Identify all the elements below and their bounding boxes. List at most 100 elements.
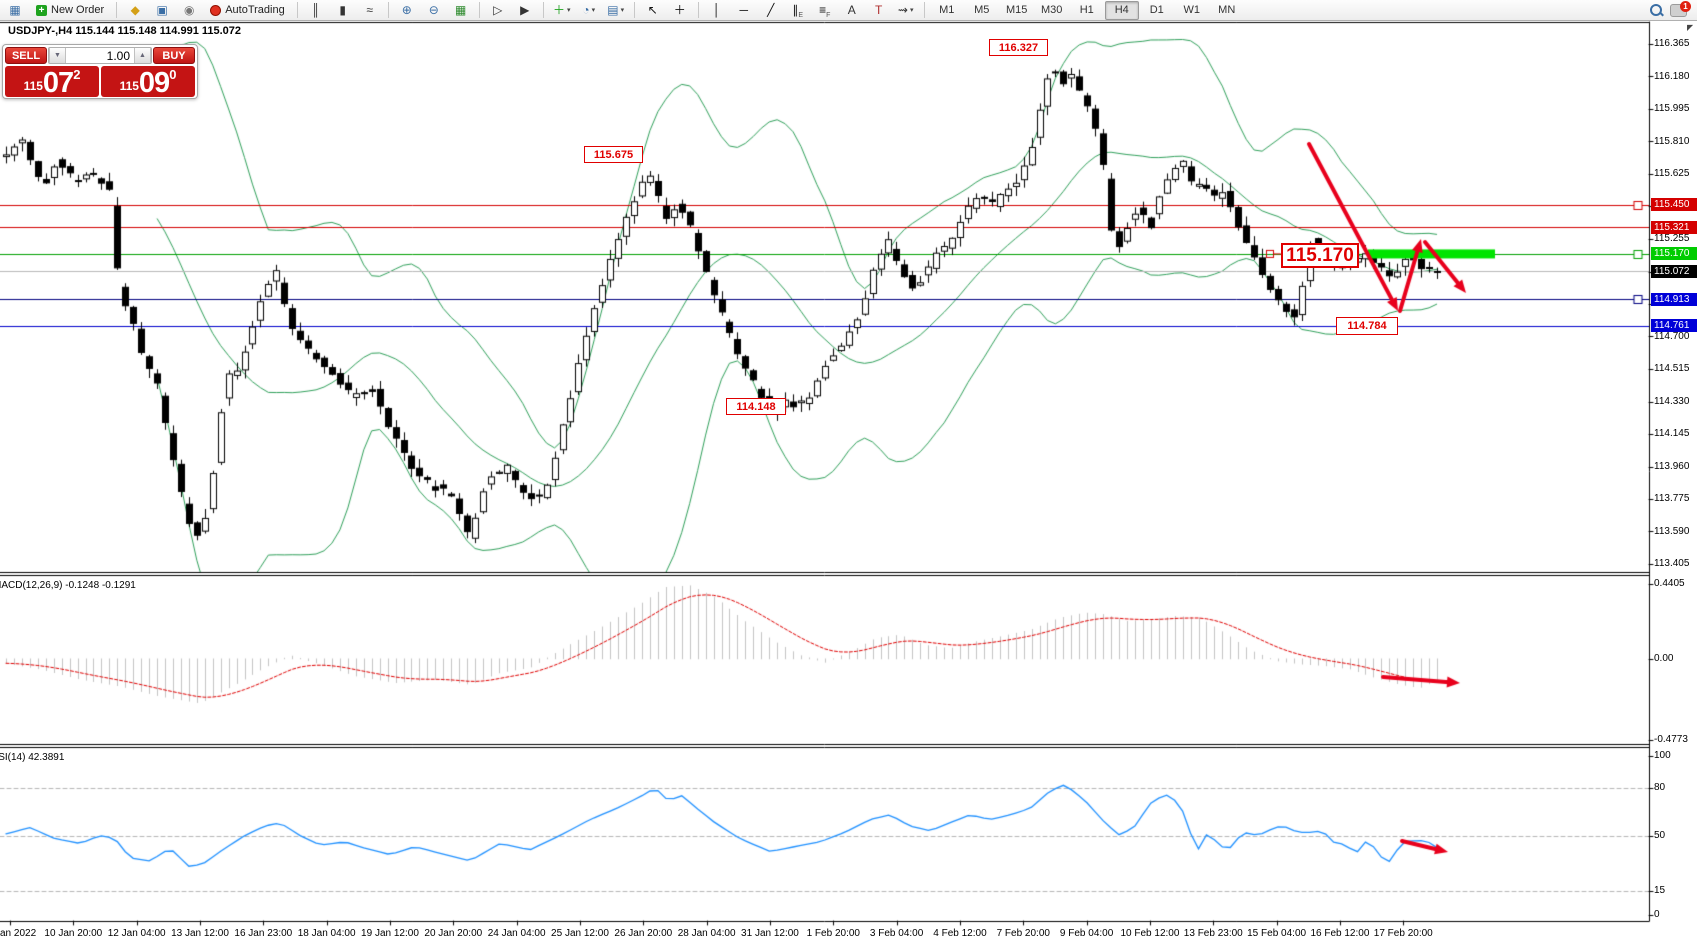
terminal-icon[interactable]: ▣ <box>149 0 175 20</box>
zoom-in-icon: ⊕ <box>401 3 412 17</box>
templates-icon-dropdown[interactable]: ▾ <box>620 7 625 14</box>
indicators-icon[interactable]: ＋ ▾ <box>549 0 575 20</box>
timeframe-h4-button[interactable]: H4 <box>1104 0 1139 20</box>
candlestick-chart-icon[interactable]: ▮ <box>330 0 356 20</box>
chart-ohlc-title: USDJPY-,H4 115.144 115.148 114.991 115.0… <box>8 25 242 37</box>
vertical-line-icon: │ <box>712 3 721 17</box>
time-axis-label: 15 Feb 04:00 <box>1247 928 1307 939</box>
price-badge-115.170: 115.170 <box>1651 247 1697 261</box>
arrows-tool-icon[interactable]: ⇝ ▾ <box>893 0 919 20</box>
indicators-icon-dropdown[interactable]: ▾ <box>566 7 571 14</box>
rsi-axis-tick: 15 <box>1654 885 1666 897</box>
timeframe-w1-button[interactable]: W1 <box>1183 4 1200 16</box>
time-axis-label: 3 Feb 04:00 <box>869 928 924 939</box>
timeframe-d1-button[interactable]: D1 <box>1149 4 1164 16</box>
toolbar-separator <box>697 2 699 18</box>
text-icon: A <box>847 3 856 17</box>
volume-value[interactable]: 1.00 <box>66 48 134 63</box>
cursor-icon[interactable]: ↖ <box>640 0 666 20</box>
auto-scroll-icon: ▷ <box>493 3 503 17</box>
arrows-tool-icon: ⇝ <box>897 3 908 17</box>
horizontal-line-icon[interactable]: ─ <box>731 0 757 20</box>
one-click-trading-widget: SELL ▼ 1.00 ▲ BUY 115 07 2 115 09 0 <box>2 44 198 99</box>
time-axis-label: 26 Jan 20:00 <box>614 928 673 939</box>
fibonacci-icon: ≡ <box>819 3 827 17</box>
timeframe-m30-button[interactable]: M30 <box>1041 4 1063 16</box>
new-chart-icon[interactable]: ▦ <box>2 0 28 20</box>
metaeditor-icon[interactable]: ◆ <box>122 0 148 20</box>
time-axis-label: an 2022 <box>0 928 37 939</box>
candlestick-chart-icon: ▮ <box>339 3 347 17</box>
rsi-axis-tick: 0 <box>1654 909 1660 920</box>
tile-windows-icon[interactable]: ▦ <box>448 0 474 20</box>
price-annotation-115.675[interactable]: 115.675 <box>584 146 643 163</box>
notifications-icon[interactable]: 1 <box>1670 0 1691 17</box>
timeframe-h1-button[interactable]: H1 <box>1079 4 1094 16</box>
text-icon[interactable]: A <box>839 0 865 20</box>
volume-decrease-button[interactable]: ▼ <box>49 48 66 63</box>
time-axis-label: 13 Jan 12:00 <box>171 928 229 939</box>
zoom-out-icon[interactable]: ⊖ <box>421 0 447 20</box>
crosshair-icon[interactable]: ＋ <box>667 0 693 20</box>
toolbar-separator <box>116 2 118 18</box>
signals-icon[interactable]: ◉ <box>176 0 202 20</box>
auto-scroll-icon[interactable]: ▷ <box>485 0 511 20</box>
sell-button[interactable]: SELL <box>5 47 47 64</box>
trendline-icon[interactable]: ╱ <box>758 0 784 20</box>
line-chart-icon[interactable]: ≈ <box>357 0 383 20</box>
price-annotation-114.784[interactable]: 114.784 <box>1336 317 1398 335</box>
main-toolbar: ▦ + New Order ◆ ▣ ◉ AutoTrading ║ ▮ ≈ ⊕ ⊖ ▦ ▷ ▶ ＋ ▾ ◔ ▾ ▤ ▾ ↖… <box>0 0 1697 21</box>
buy-button[interactable]: BUY <box>153 47 195 64</box>
bar-chart-icon[interactable]: ║ <box>303 0 329 20</box>
chart-shift-icon[interactable]: ▶ <box>512 0 538 20</box>
periods-icon[interactable]: ◔ ▾ <box>576 0 602 20</box>
rsi-indicator-label: RSI(14) 42.3891 <box>0 752 65 763</box>
price-annotation-114.148[interactable]: 114.148 <box>726 398 786 415</box>
timeframe-m5-button[interactable]: M5 <box>974 4 990 16</box>
price-annotation-116.327[interactable]: 116.327 <box>989 39 1048 56</box>
templates-icon: ▤ <box>607 3 619 17</box>
toolbar-separator <box>923 2 925 18</box>
macd-axis-tick: 0.4405 <box>1654 578 1685 589</box>
time-axis-label: 10 Feb 12:00 <box>1120 928 1180 939</box>
price-annotation-115.170[interactable]: 115.170 <box>1281 243 1359 268</box>
timeframe-m1-button[interactable]: M1 <box>939 4 955 16</box>
new-order-button[interactable]: + New Order <box>29 0 111 20</box>
rsi-axis-tick: 50 <box>1654 829 1666 841</box>
timeframe-mn-button[interactable]: MN <box>1218 4 1236 16</box>
chart-scroll-icon[interactable]: ◤ <box>1687 23 1694 32</box>
macd-indicator-label: MACD(12,26,9) -0.1248 -0.1291 <box>0 580 136 591</box>
equidistant-channel-icon-subscript: E <box>798 12 804 19</box>
text-label-icon: T <box>875 3 883 17</box>
buy-price-pipette: 0 <box>169 67 177 82</box>
time-axis-label: 17 Feb 20:00 <box>1373 928 1433 939</box>
time-axis-label: 1 Feb 20:00 <box>806 928 860 939</box>
price-axis-tick: 116.180 <box>1654 70 1690 82</box>
timeframe-m15-button[interactable]: M15 <box>1006 4 1028 16</box>
periods-icon-dropdown[interactable]: ▾ <box>591 7 596 14</box>
zoom-in-icon[interactable]: ⊕ <box>394 0 420 20</box>
toolbar-separator <box>387 2 389 18</box>
vertical-line-icon[interactable]: │ <box>704 0 730 20</box>
templates-icon[interactable]: ▤ ▾ <box>603 0 629 20</box>
buy-price-base: 115 <box>119 79 139 93</box>
equidistant-channel-icon[interactable]: ∥ E <box>785 0 811 20</box>
autotrading-button[interactable]: AutoTrading <box>203 0 292 20</box>
time-axis-label: 16 Feb 12:00 <box>1310 928 1370 939</box>
search-icon[interactable] <box>1650 4 1664 17</box>
buy-price[interactable]: 115 09 0 <box>101 66 195 98</box>
autotrading-status-icon <box>210 4 222 16</box>
price-badge-115.321: 115.321 <box>1651 220 1697 234</box>
time-axis-label: 4 Feb 12:00 <box>933 928 987 939</box>
text-label-icon[interactable]: T <box>866 0 892 20</box>
time-axis-label: 16 Jan 23:00 <box>234 928 293 939</box>
sell-price[interactable]: 115 07 2 <box>5 66 99 98</box>
arrows-tool-icon-dropdown[interactable]: ▾ <box>909 7 914 14</box>
time-axis-label: 19 Jan 12:00 <box>361 928 419 939</box>
price-badge-114.913: 114.913 <box>1651 292 1697 306</box>
volume-increase-button[interactable]: ▲ <box>134 48 151 63</box>
fibonacci-icon[interactable]: ≡ F <box>812 0 838 20</box>
sell-price-base: 115 <box>23 79 43 93</box>
toolbar-separator <box>296 2 298 18</box>
